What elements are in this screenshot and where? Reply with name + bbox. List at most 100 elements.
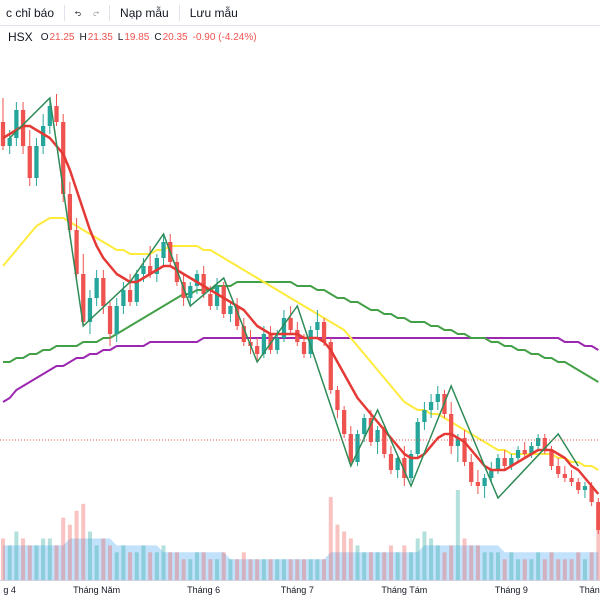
volume-bar xyxy=(194,552,199,580)
candle-body xyxy=(489,470,494,478)
high-value: 21.35 xyxy=(87,31,113,43)
candle-body xyxy=(27,146,32,178)
candle-body xyxy=(34,146,39,178)
candle-body xyxy=(47,106,52,126)
time-tick-label: Tháng 9 xyxy=(494,585,528,595)
volume-bar xyxy=(596,503,600,580)
volume-bar xyxy=(208,559,213,580)
candle-body xyxy=(261,334,267,354)
price-chart[interactable] xyxy=(0,46,600,580)
volume-bar xyxy=(221,552,226,580)
ma-purple-line xyxy=(2,337,599,403)
volume-bar xyxy=(409,552,414,580)
indicators-button[interactable]: c chỉ báo xyxy=(0,0,60,26)
volume-bar xyxy=(542,559,547,580)
candle-body xyxy=(141,266,146,274)
volume-bar xyxy=(281,559,286,580)
candle-body xyxy=(0,122,6,146)
volume-bar xyxy=(261,559,266,580)
volume-bar xyxy=(308,559,313,580)
redo-icon[interactable] xyxy=(87,4,105,22)
candle-body xyxy=(455,438,460,446)
toolbar-divider xyxy=(109,4,111,21)
candle-body xyxy=(94,278,99,298)
volume-bar xyxy=(502,559,507,580)
volume-bar xyxy=(41,538,46,580)
candle-body xyxy=(582,486,588,490)
volume-bar xyxy=(148,552,153,580)
volume-bar xyxy=(549,552,554,580)
candle-body xyxy=(201,274,206,294)
candle-body xyxy=(362,418,367,434)
volume-bar xyxy=(215,559,220,580)
undo-icon[interactable] xyxy=(69,4,87,22)
candle-body xyxy=(14,110,19,138)
candle-body xyxy=(214,286,220,306)
volume-bar xyxy=(582,559,587,580)
candle-body xyxy=(40,126,46,146)
candle-body xyxy=(275,338,280,350)
candle-body xyxy=(556,466,561,474)
candle-body xyxy=(114,306,119,334)
candle-body xyxy=(308,330,313,354)
candle-body xyxy=(428,402,434,410)
volume-bar xyxy=(589,552,594,580)
candle-body xyxy=(469,462,474,482)
load-template-button[interactable]: Nạp mẫu xyxy=(114,0,175,26)
candle-body xyxy=(288,318,293,330)
candle-body xyxy=(368,418,374,442)
candle-body xyxy=(542,438,547,450)
load-template-label: Nạp mẫu xyxy=(120,5,169,20)
volume-bar xyxy=(201,552,206,580)
candle-body xyxy=(281,318,287,338)
volume-bar xyxy=(516,559,521,580)
indicators-label: c chỉ báo xyxy=(6,5,55,20)
volume-bar xyxy=(449,545,454,580)
volume-bar xyxy=(328,496,333,580)
candle-body xyxy=(121,290,126,306)
candle-body xyxy=(375,430,380,442)
candle-body xyxy=(562,474,568,478)
volume-bar xyxy=(67,524,72,580)
volume-ma-area xyxy=(3,538,599,580)
time-axis[interactable]: g 4 Tháng Năm Tháng 6 Tháng 7 Tháng Tám Tháng… xyxy=(0,580,600,600)
candle-body xyxy=(402,458,407,478)
volume-bar xyxy=(395,552,400,580)
volume-bar xyxy=(27,545,32,580)
candle-body xyxy=(54,106,59,122)
volume-bar xyxy=(482,552,487,580)
volume-bar xyxy=(442,552,447,580)
volume-bar xyxy=(536,552,541,580)
candle-body xyxy=(549,450,554,466)
toolbar-divider xyxy=(64,4,66,21)
volume-bar xyxy=(34,545,39,580)
toolbar-divider xyxy=(178,4,180,21)
candle-body xyxy=(234,306,240,326)
candle-body xyxy=(127,290,133,302)
volume-bar xyxy=(181,559,186,580)
volume-bar xyxy=(315,559,320,580)
candle-body xyxy=(61,122,66,194)
volume-bar xyxy=(509,552,514,580)
volume-bar xyxy=(348,538,353,580)
volume-bar xyxy=(128,552,133,580)
volume-bar xyxy=(368,552,373,580)
volume-bar xyxy=(241,552,246,580)
zigzag-line xyxy=(9,96,579,500)
candle-body xyxy=(502,458,507,466)
volume-bar xyxy=(47,538,52,580)
candle-body xyxy=(20,110,26,146)
volume-bar xyxy=(562,559,567,580)
volume-bar xyxy=(87,531,92,580)
save-template-button[interactable]: Lưu mẫu xyxy=(184,0,244,26)
volume-bar xyxy=(489,552,494,580)
volume-bar xyxy=(429,538,434,580)
volume-bar xyxy=(61,517,66,580)
candle-body xyxy=(388,454,394,470)
candle-body xyxy=(509,458,514,466)
exchange-label: HSX xyxy=(8,30,33,44)
volume-bar xyxy=(114,552,119,580)
volume-bar xyxy=(74,510,79,580)
volume-bar xyxy=(268,559,273,580)
volume-bar xyxy=(335,524,340,580)
